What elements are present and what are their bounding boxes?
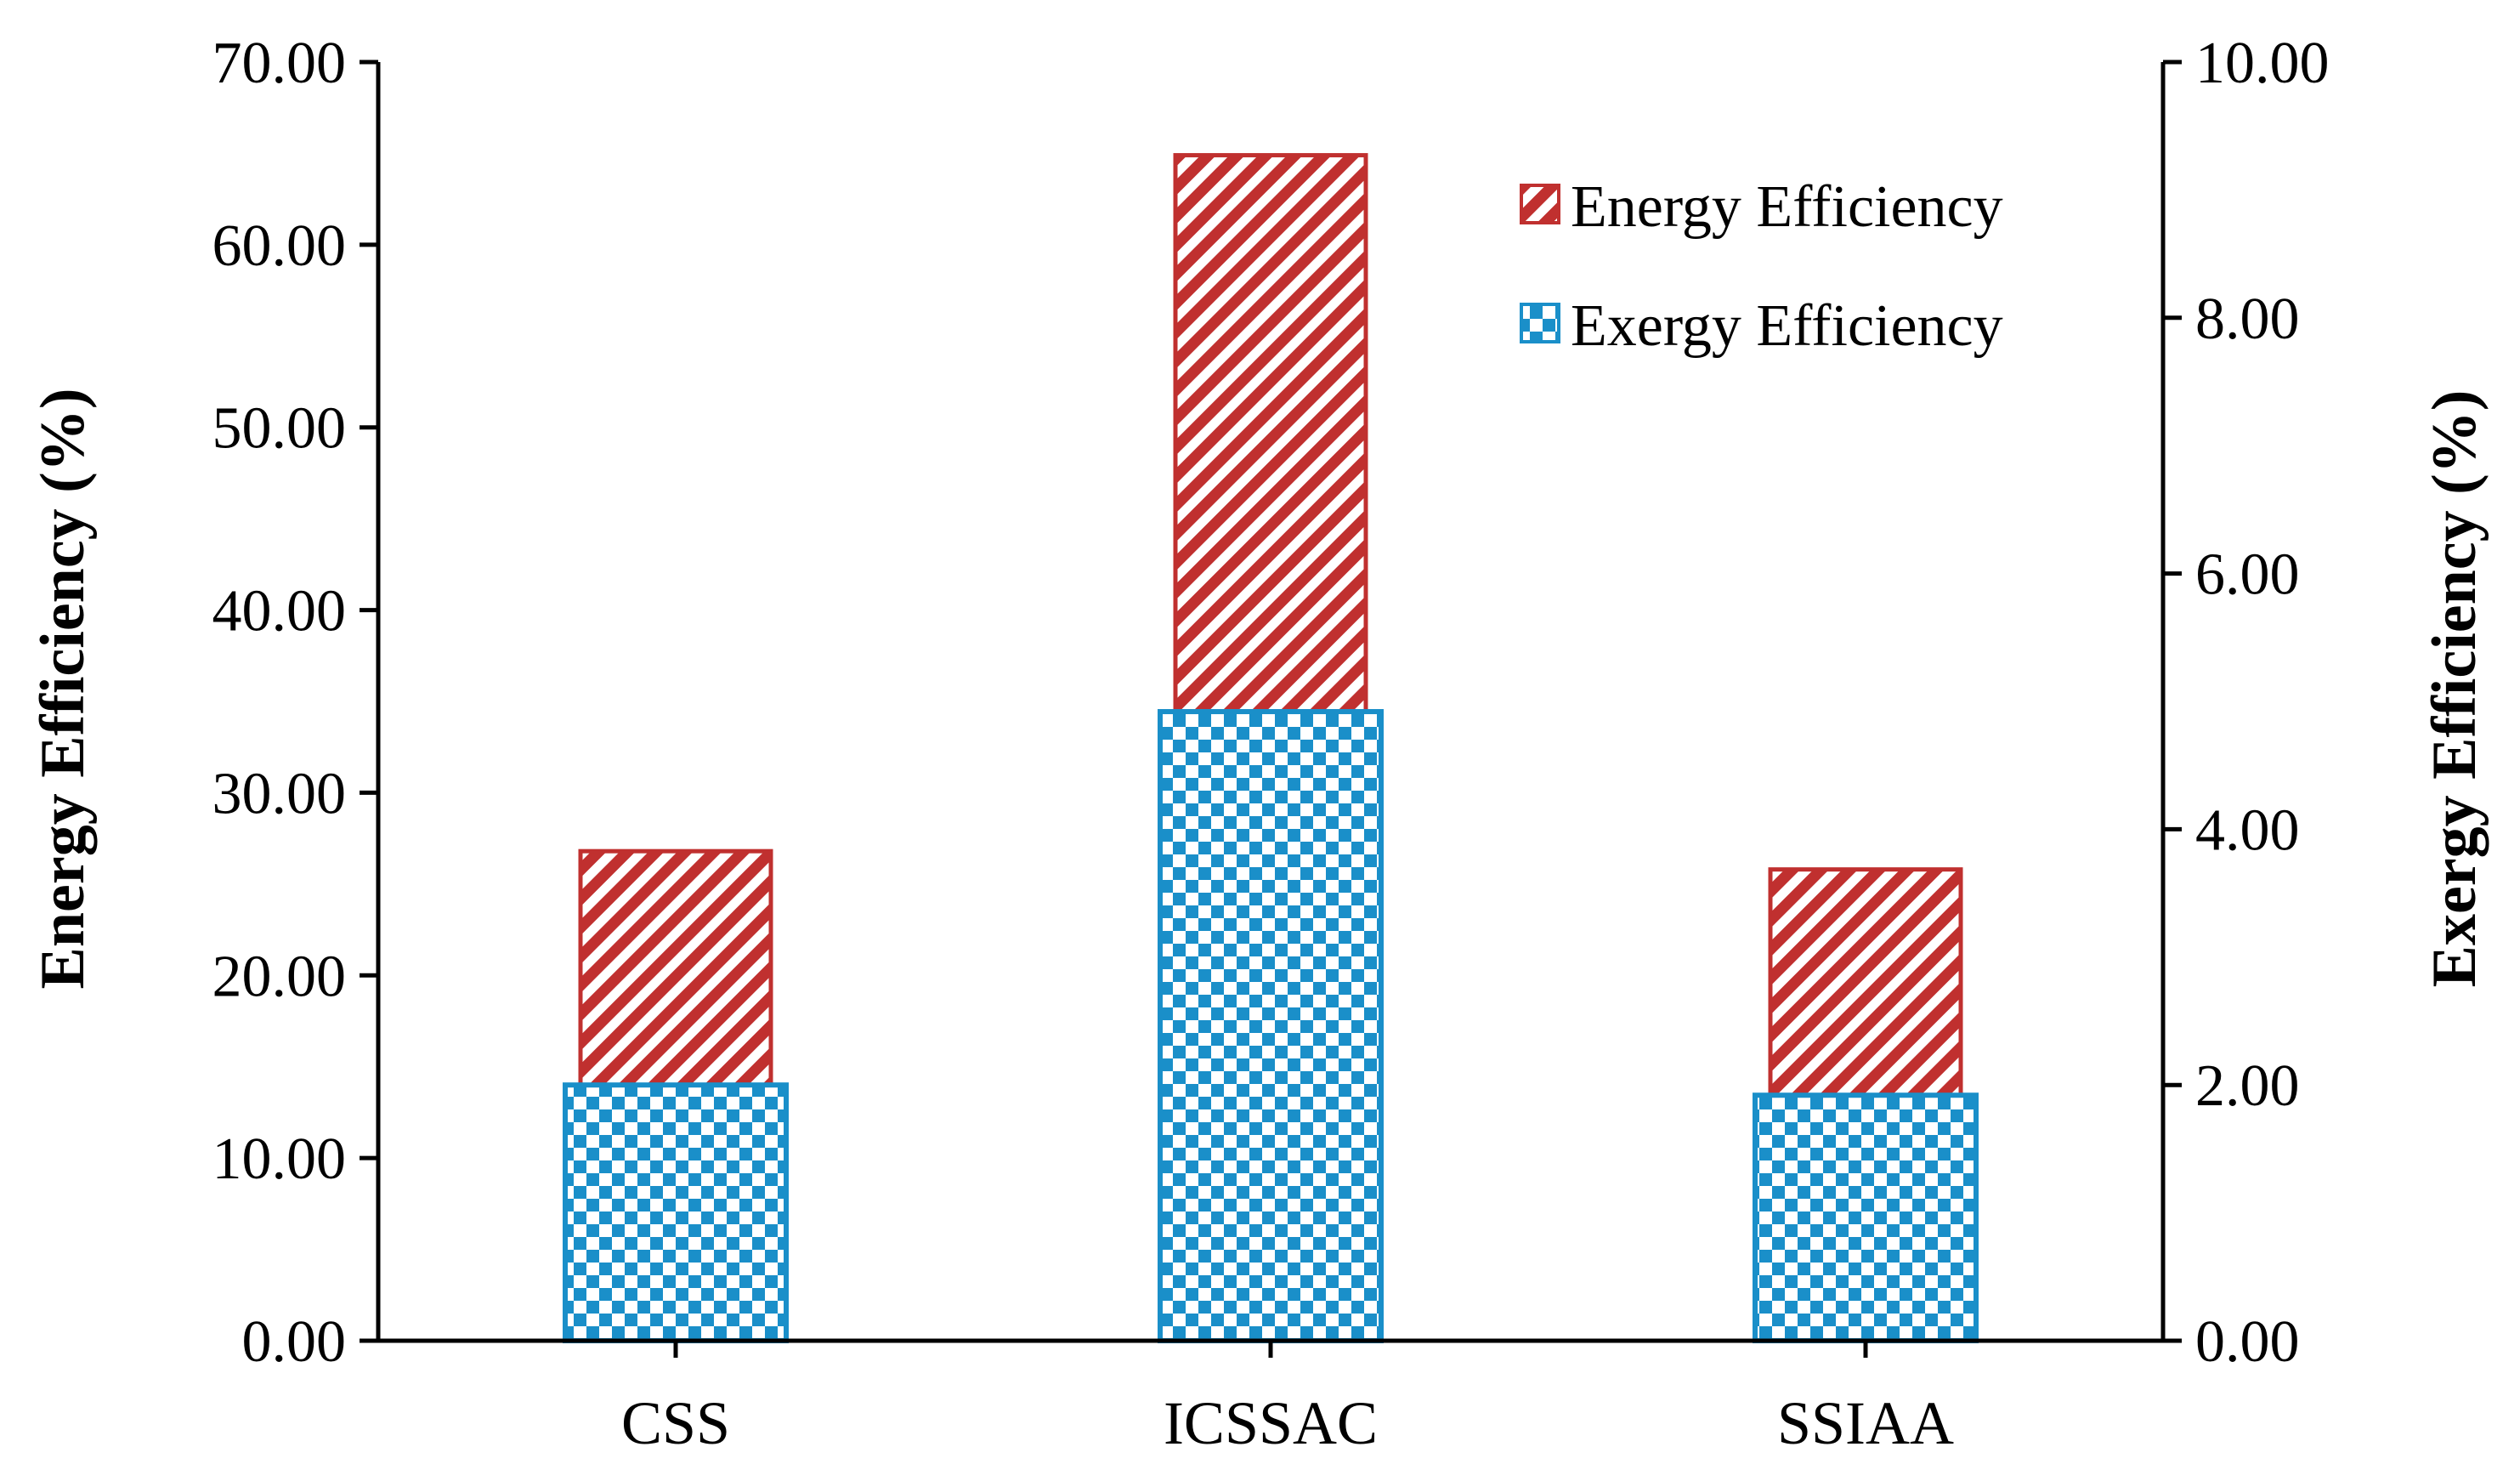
y-axis-title: Energy Efficiency (%) xyxy=(28,389,98,990)
left-tick-label: 40.00 xyxy=(212,579,347,644)
legend-label-exergy: Exergy Efficiency xyxy=(1571,293,2003,359)
legend: Energy Efficiency Exergy Efficiency xyxy=(1520,174,2003,359)
legend-swatch-energy xyxy=(1520,184,1560,224)
left-ticks: 0.00 10.00 20.00 30.00 40.00 50.00 60.00 70.00 xyxy=(212,31,378,1375)
x-ticks: CSS ICSSAC SSIAA xyxy=(621,1341,1954,1457)
left-tick-label: 50.00 xyxy=(212,396,347,462)
left-tick-label: 0.00 xyxy=(242,1309,347,1375)
left-tick-label: 20.00 xyxy=(212,944,347,1009)
left-tick-label: 70.00 xyxy=(212,31,347,96)
right-tick-label: 8.00 xyxy=(2195,287,2300,352)
right-tick-label: 2.00 xyxy=(2195,1053,2300,1119)
left-tick-label: 10.00 xyxy=(212,1126,347,1192)
right-tick-label: 6.00 xyxy=(2195,542,2300,608)
right-ticks: 0.00 2.00 4.00 6.00 8.00 10.00 xyxy=(2163,31,2330,1375)
bar-exergy-css xyxy=(563,1082,789,1343)
right-tick-label: 10.00 xyxy=(2195,31,2330,96)
bar-exergy-ssiaa xyxy=(1753,1092,1979,1344)
legend-swatch-exergy xyxy=(1520,303,1560,343)
x-category-label: CSS xyxy=(621,1389,730,1457)
right-tick-label: 4.00 xyxy=(2195,797,2300,863)
bars-exergy xyxy=(563,709,1979,1344)
left-tick-label: 60.00 xyxy=(212,213,347,279)
x-category-label: ICSSAC xyxy=(1164,1389,1378,1457)
legend-label-energy: Energy Efficiency xyxy=(1571,174,2003,240)
bar-exergy-icssac xyxy=(1158,709,1384,1343)
right-tick-label: 0.00 xyxy=(2195,1309,2300,1375)
y2-axis-title: Exergy Efficiency (%) xyxy=(2420,390,2489,988)
x-category-label: SSIAA xyxy=(1777,1389,1954,1457)
left-tick-label: 30.00 xyxy=(212,761,347,826)
